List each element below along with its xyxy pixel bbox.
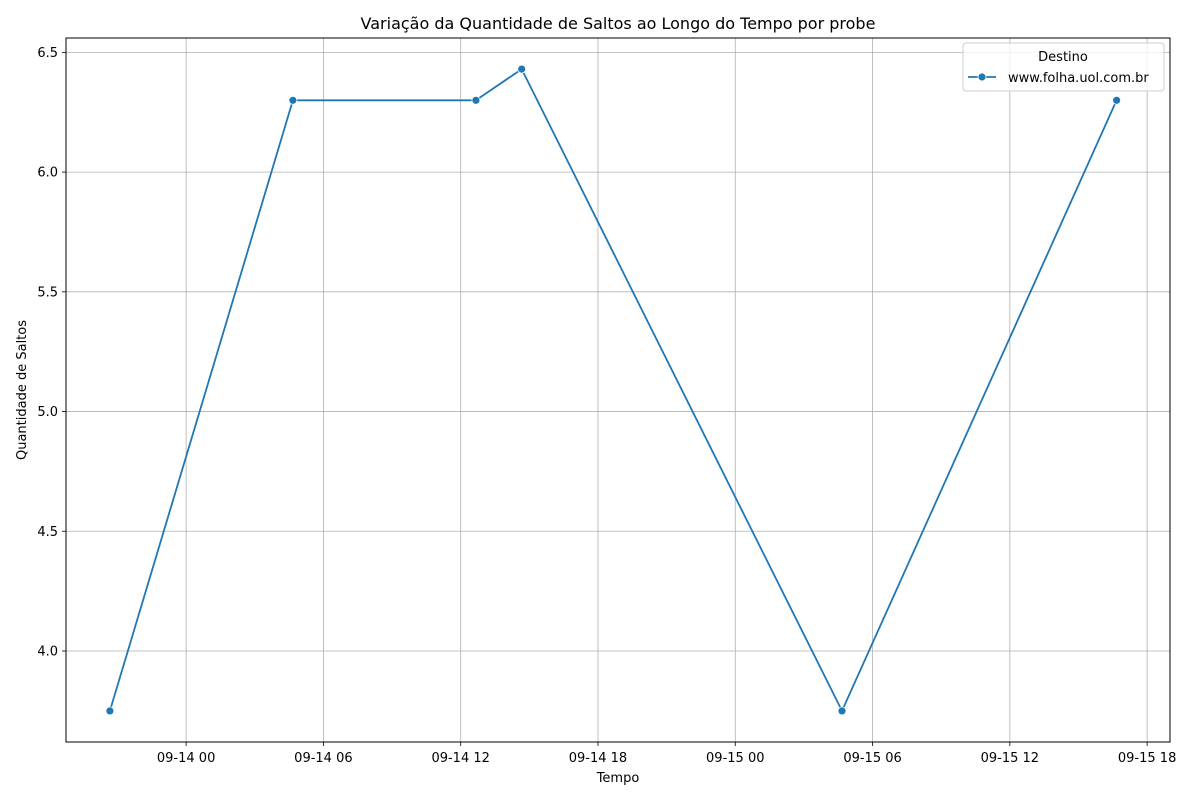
y-axis-label: Quantidade de Saltos [15,320,30,460]
x-tick-label: 09-14 18 [569,751,627,766]
legend-entry-label: www.folha.uol.com.br [1008,71,1149,86]
y-tick-label: 6.5 [37,46,58,61]
data-point [105,706,115,716]
x-tick-label: 09-14 06 [294,751,352,766]
data-point [1112,95,1121,105]
x-tick-label: 09-15 12 [981,751,1039,766]
data-point [837,706,847,716]
x-axis-label: Tempo [596,771,640,786]
x-tick-label: 09-15 06 [843,751,901,766]
chart-title: Variação da Quantidade de Saltos ao Long… [361,14,876,33]
y-tick-label: 6.0 [37,166,58,181]
x-tick-label: 09-14 12 [431,751,489,766]
y-tick-label: 4.0 [37,645,58,660]
plot-area-frame [65,37,1171,743]
x-tick-label: 09-15 18 [1118,751,1176,766]
legend: Destino www.folha.uol.com.br [962,42,1165,92]
series-line [109,68,1118,712]
legend-box [962,42,1165,92]
axis-ticks: 09-14 00 09-14 06 09-14 12 09-14 18 09-15 00… [37,46,1176,766]
legend-title: Destino [1038,50,1088,65]
y-tick-label: 5.5 [37,285,58,300]
data-point [471,95,481,105]
y-tick-label: 5.0 [37,405,58,420]
data-point [288,95,298,105]
data-point [517,64,527,74]
series-layer [105,64,1121,716]
x-tick-label: 09-15 00 [706,751,764,766]
x-tick-label: 09-14 00 [157,751,215,766]
y-tick-label: 4.5 [37,525,58,540]
legend-point-marker [977,72,987,82]
